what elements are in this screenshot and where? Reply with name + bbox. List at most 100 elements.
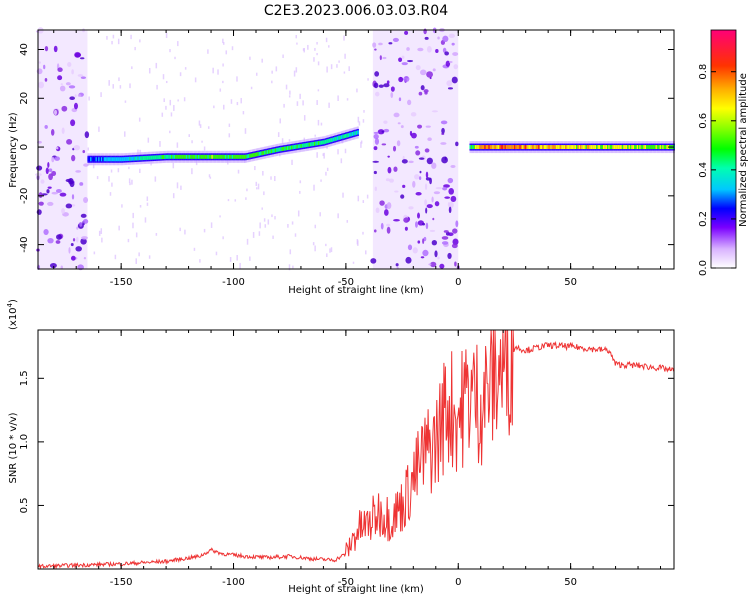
noise-speckle xyxy=(453,64,459,70)
faint-speckle xyxy=(111,40,113,45)
ridge-core xyxy=(264,150,266,155)
ridge-core xyxy=(593,145,596,150)
noise-speckle xyxy=(65,203,73,209)
noise-speckle xyxy=(66,139,73,145)
ridge-core xyxy=(640,145,643,150)
ridge-core xyxy=(586,145,589,150)
noise-speckle xyxy=(402,184,406,189)
ridge-core xyxy=(602,145,605,150)
faint-speckle xyxy=(159,141,161,147)
ridge-core xyxy=(284,146,287,151)
faint-speckle xyxy=(307,44,309,50)
noise-speckle xyxy=(393,219,400,222)
faint-speckle xyxy=(184,229,186,235)
ridge-core xyxy=(208,154,211,159)
noise-speckle xyxy=(373,229,377,233)
spectrogram-x-tick-label: -100 xyxy=(222,277,245,288)
ridge-core xyxy=(257,152,260,157)
multiplier-close: ) xyxy=(8,299,19,303)
faint-speckle xyxy=(303,115,306,121)
ridge-core xyxy=(497,145,500,150)
ridge-core xyxy=(563,145,566,150)
ridge-core xyxy=(600,145,603,150)
faint-speckle xyxy=(317,119,320,126)
ridge-core xyxy=(477,145,480,150)
ridge-core xyxy=(189,154,192,159)
ridge-core xyxy=(280,147,283,152)
faint-speckle xyxy=(271,70,273,74)
faint-speckle xyxy=(88,96,90,101)
colorbar-tick-label: 0.2 xyxy=(698,211,709,227)
ridge-core xyxy=(102,157,105,162)
faint-speckle xyxy=(128,178,131,183)
noise-speckle xyxy=(452,52,459,57)
noise-speckle xyxy=(405,256,412,264)
ridge-core xyxy=(522,145,524,150)
noise-speckle xyxy=(447,252,452,259)
noise-speckle xyxy=(375,207,380,213)
ridge-core xyxy=(138,156,141,161)
spectrogram-x-tick-label: -150 xyxy=(110,277,133,288)
faint-speckle xyxy=(365,250,367,255)
ridge-core xyxy=(596,145,599,150)
faint-speckle xyxy=(316,152,318,158)
ridge-core xyxy=(316,141,319,146)
ridge-core xyxy=(187,154,190,159)
ridge-core xyxy=(628,145,631,150)
ridge-core xyxy=(277,147,280,152)
noise-speckle xyxy=(77,94,82,97)
faint-speckle xyxy=(296,101,299,106)
snr-panel: -150 -100 -50 0 50 0.5 1.0 1.5 Height of strai… xyxy=(6,299,675,595)
ridge-core xyxy=(95,157,98,162)
ridge-core xyxy=(613,145,616,150)
ridge-core xyxy=(574,145,577,150)
noise-speckle xyxy=(83,257,87,260)
noise-speckle xyxy=(386,80,390,85)
ridge-core xyxy=(172,154,175,159)
ridge-core xyxy=(91,157,94,162)
noise-speckle xyxy=(434,250,438,258)
noise-speckle xyxy=(450,164,456,168)
noise-speckle xyxy=(71,69,74,75)
faint-speckle xyxy=(289,90,291,95)
noise-speckle xyxy=(426,45,432,53)
ridge-core xyxy=(527,145,530,150)
noise-speckle xyxy=(79,182,84,186)
noise-speckle xyxy=(439,263,445,269)
ridge-core xyxy=(226,154,229,159)
noise-speckle xyxy=(80,238,87,245)
faint-speckle xyxy=(177,99,179,102)
noise-speckle xyxy=(441,236,449,240)
noise-speckle xyxy=(378,84,384,88)
noise-speckle xyxy=(55,147,59,150)
ridge-core xyxy=(304,143,307,148)
faint-speckle xyxy=(271,214,273,218)
noise-speckle xyxy=(415,64,421,71)
noise-speckle xyxy=(75,246,82,252)
ridge-core xyxy=(635,145,638,150)
ridge-core xyxy=(472,145,474,150)
noise-speckle xyxy=(442,186,448,191)
ridge-core xyxy=(508,145,511,150)
faint-speckle xyxy=(357,195,360,202)
noise-speckle xyxy=(420,85,425,91)
spectrogram-x-tick-label: -50 xyxy=(338,277,354,288)
noise-speckle xyxy=(401,159,408,164)
spectrogram-noise xyxy=(35,27,460,271)
faint-speckle xyxy=(337,213,339,219)
noise-speckle xyxy=(407,99,412,106)
faint-speckle xyxy=(281,138,284,144)
noise-speckle xyxy=(427,137,432,142)
ridge-core xyxy=(150,155,153,160)
ridge-core xyxy=(569,145,572,150)
ridge-core xyxy=(104,157,107,162)
noise-speckle xyxy=(408,160,414,164)
ridge-core xyxy=(309,142,312,147)
noise-speckle xyxy=(75,170,82,173)
noise-speckle xyxy=(424,36,429,40)
ridge-core xyxy=(354,131,357,136)
ridge-core xyxy=(192,154,195,159)
faint-speckle xyxy=(326,146,328,149)
faint-speckle xyxy=(336,64,338,68)
noise-speckle xyxy=(395,263,399,267)
